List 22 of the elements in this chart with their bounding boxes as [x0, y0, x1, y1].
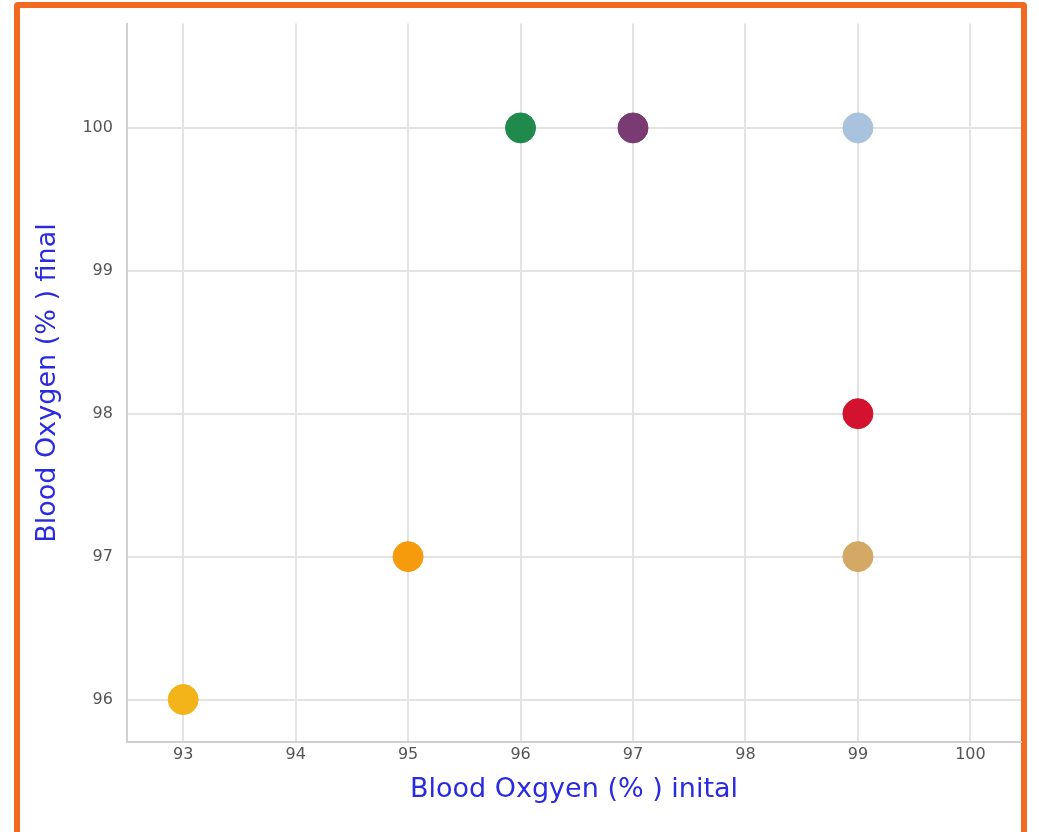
point — [505, 112, 537, 144]
point — [392, 541, 424, 573]
x-tick-label: 97 — [622, 744, 644, 764]
point — [842, 541, 874, 573]
y-axis-title: Blood Oxygen (% ) final — [30, 223, 62, 543]
x-tick-label: 100 — [955, 744, 986, 764]
x-tick-label: 95 — [397, 744, 419, 764]
y-tick-label: 97 — [92, 545, 113, 565]
x-tick-label: 98 — [735, 744, 756, 764]
y-tick-label: 99 — [92, 259, 113, 279]
point — [842, 112, 874, 144]
x-tick-label: 99 — [847, 744, 869, 764]
x-tick-label: 96 — [510, 744, 531, 764]
x-tick-label: 94 — [285, 744, 306, 764]
x-axis-title: Blood Oxgyen (% ) inital — [409, 771, 739, 803]
point — [617, 112, 649, 144]
x-tick-label: 93 — [172, 744, 194, 764]
point — [842, 398, 874, 430]
y-tick-label: 100 — [82, 117, 113, 137]
y-tick-label: 98 — [92, 402, 113, 422]
point — [167, 684, 199, 716]
y-tick-label: 96 — [92, 688, 113, 708]
